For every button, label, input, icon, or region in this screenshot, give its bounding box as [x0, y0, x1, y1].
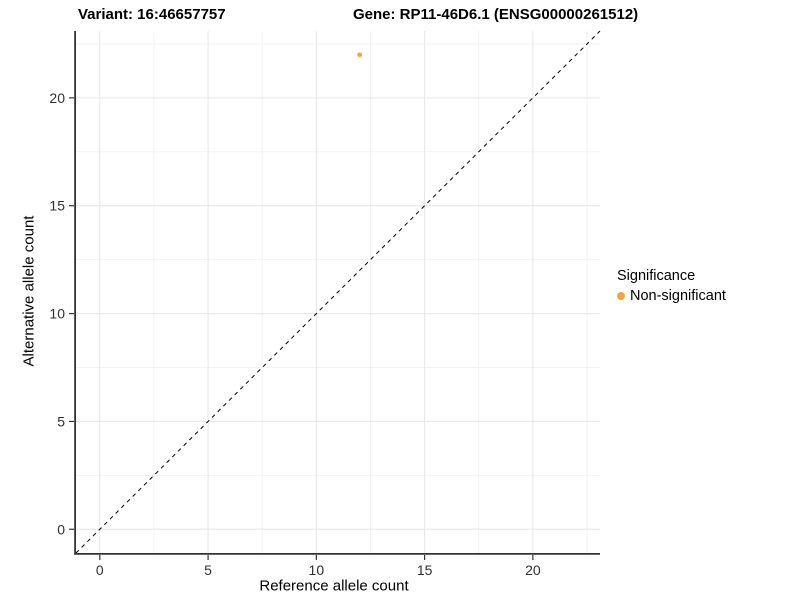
- identity-dashed-line: [75, 30, 601, 554]
- y-axis-title: Alternative allele count: [20, 215, 38, 367]
- orange-dot-icon: [617, 292, 625, 300]
- x-tick-label: 5: [204, 562, 212, 578]
- y-tick-label: 10: [49, 306, 65, 322]
- x-tick-label: 15: [417, 562, 433, 578]
- x-tick-label: 10: [309, 562, 325, 578]
- y-tick-label: 0: [57, 521, 65, 537]
- legend-title: Significance: [617, 268, 696, 284]
- legend: Significance Non-significant: [617, 268, 726, 304]
- x-axis-title: Reference allele count: [259, 577, 409, 595]
- variant-title: Variant: 16:46657757: [78, 6, 226, 23]
- legend-item: Non-significant: [617, 288, 726, 304]
- data-point: [357, 52, 363, 58]
- y-tick-label: 20: [49, 90, 65, 106]
- y-tick-label: 15: [49, 198, 65, 214]
- y-tick-label: 5: [57, 413, 65, 429]
- gene-title: Gene: RP11-46D6.1 (ENSG00000261512): [353, 6, 639, 23]
- legend-item-label: Non-significant: [630, 288, 726, 304]
- x-tick-label: 20: [525, 562, 541, 578]
- plot-title: Variant: 16:46657757 Gene: RP11-46D6.1 (…: [0, 6, 800, 26]
- x-tick-label: 0: [96, 562, 104, 578]
